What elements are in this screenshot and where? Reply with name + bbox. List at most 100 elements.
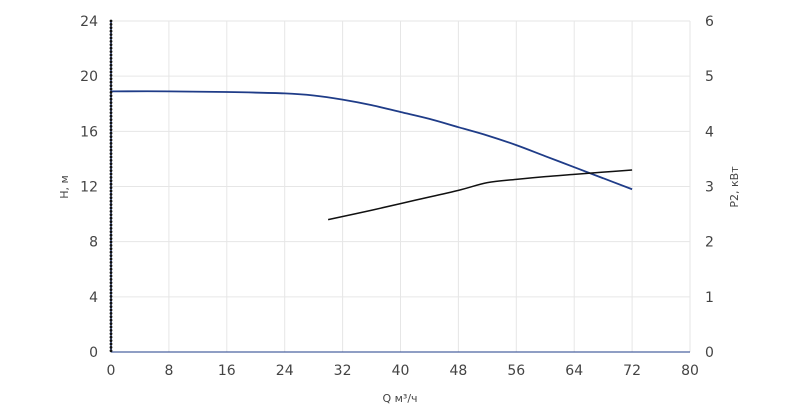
right-y-tick-label-1: 1	[705, 290, 714, 306]
axis-marker-dot-12	[109, 60, 113, 64]
right-y-tick-label-0: 0	[705, 345, 714, 361]
axis-marker-dot-4	[109, 33, 113, 36]
axis-marker-dot-6	[109, 40, 113, 43]
axis-marker-dot-54	[109, 203, 113, 207]
left-y-tick-label-6: 24	[80, 14, 98, 30]
axis-marker-dot-84	[109, 305, 113, 308]
axis-marker-dot-28	[109, 114, 113, 118]
axis-marker-dot-65	[109, 240, 113, 244]
right-y-axis-title: P2, кВт	[728, 166, 741, 208]
axis-marker-dot-39	[109, 152, 113, 156]
axis-marker-dot-48	[109, 182, 113, 186]
axis-marker-dot-97	[109, 349, 113, 353]
axis-marker-dot-60	[109, 223, 113, 227]
axis-marker-dot-91	[109, 329, 113, 332]
axis-marker-dot-61	[109, 227, 113, 230]
axis-marker-dot-59	[109, 220, 113, 224]
right-y-tick-label-6: 6	[705, 14, 714, 30]
series	[110, 90, 633, 221]
axis-marker-dot-86	[109, 312, 113, 315]
axis-marker-dot-77	[109, 281, 113, 285]
axis-marker-dot-90	[109, 325, 113, 329]
x-tick-labels: 0 8 16 24 32 40 48 56 64 72 80	[107, 363, 699, 379]
axis-marker-dot-41	[109, 159, 113, 162]
x-tick-label-4: 32	[334, 363, 352, 379]
axis-marker-dot-14	[109, 67, 113, 70]
axis-marker-dot-67	[109, 247, 113, 251]
axis-marker-dot-2	[109, 26, 113, 30]
axis-marker-dot-78	[109, 284, 113, 288]
axis-marker-dot-88	[109, 318, 113, 322]
axis-marker-dot-72	[109, 264, 113, 268]
axis-marker-dot-95	[109, 342, 113, 346]
axis-marker-dot-73	[109, 267, 113, 271]
axis-marker-dot-38	[109, 148, 113, 152]
axis-marker-dot-13	[109, 63, 113, 67]
axis-marker-dot-31	[109, 125, 113, 128]
axis-marker-dot-69	[109, 254, 113, 257]
right-y-tick-labels: 0 1 2 3 4 5 6	[705, 14, 714, 361]
left-y-tick-label-1: 4	[89, 290, 98, 306]
axis-marker-dot-47	[109, 179, 113, 183]
axis-marker-dot-62	[109, 230, 113, 234]
x-tick-label-5: 40	[392, 363, 410, 379]
axis-marker-dot-93	[109, 335, 113, 339]
axis-marker-dot-68	[109, 250, 113, 254]
axis-marker-dot-40	[109, 155, 113, 159]
right-y-tick-label-5: 5	[705, 69, 714, 85]
axis-marker-dot-87	[109, 315, 113, 319]
axis-marker-dot-42	[109, 162, 113, 166]
left-y-tick-label-3: 12	[80, 180, 98, 196]
axis-marker-dot-96	[109, 346, 113, 349]
axis-marker-dot-71	[109, 261, 113, 264]
axis-marker-dot-52	[109, 196, 113, 200]
axis-marker-dot-34	[109, 135, 113, 139]
right-y-tick-label-4: 4	[705, 124, 714, 140]
left-y-tick-label-2: 8	[89, 235, 98, 251]
axis-marker-dot-83	[109, 301, 113, 305]
x-tick-label-1: 8	[164, 363, 173, 379]
axis-marker-dot-23	[109, 97, 113, 101]
axis-marker-dot-85	[109, 308, 113, 312]
axis-marker-dot-21	[109, 91, 113, 94]
axis-marker-dot-76	[109, 278, 113, 281]
right-y-tick-label-2: 2	[705, 235, 714, 251]
axis-marker-dot-45	[109, 172, 113, 176]
axis-marker-dot-50	[109, 189, 113, 193]
grid	[110, 20, 691, 353]
axis-marker-dot-51	[109, 193, 113, 196]
axis-marker-dot-27	[109, 111, 113, 115]
axis-marker-dot-75	[109, 274, 113, 278]
axis-marker-dot-46	[109, 176, 113, 179]
axis-marker-dot-74	[109, 271, 113, 274]
left-y-axis-title: H, м	[58, 175, 71, 199]
axis-marker-dot-0	[109, 19, 113, 23]
axis-marker-dot-37	[109, 145, 113, 149]
x-tick-label-6: 48	[449, 363, 467, 379]
x-tick-label-9: 72	[623, 363, 641, 379]
axis-marker-dot-66	[109, 244, 113, 247]
left-y-tick-label-4: 16	[80, 124, 98, 140]
axis-marker-dot-56	[109, 210, 113, 213]
axis-marker-dot-55	[109, 206, 113, 210]
axis-marker-dot-16	[109, 74, 113, 77]
axis-marker-dot-49	[109, 186, 113, 190]
axis-marker-dot-19	[109, 84, 113, 87]
axis-marker-dot-43	[109, 165, 113, 169]
axis-marker-dot-11	[109, 57, 113, 60]
left-y-tick-label-0: 0	[89, 345, 98, 361]
axis-marker-dot-3	[109, 29, 113, 33]
axis-marker-dot-22	[109, 94, 113, 98]
left-y-tick-labels: 0 4 8 12 16 20 24	[80, 14, 98, 361]
axis-marker-dot-92	[109, 332, 113, 336]
axis-marker-dot-79	[109, 288, 113, 291]
axis-marker-dot-1	[109, 23, 113, 26]
axis-marker-dot-70	[109, 257, 113, 261]
axis-marker-dot-80	[109, 291, 113, 295]
axis-marker-dot-35	[109, 138, 113, 142]
axis-marker-dot-9	[109, 50, 113, 53]
axis-marker-dot-17	[109, 77, 113, 81]
left-axis-markers	[109, 19, 113, 353]
axis-marker-dot-5	[109, 36, 113, 40]
x-axis-title: Q м³/ч	[382, 392, 417, 405]
